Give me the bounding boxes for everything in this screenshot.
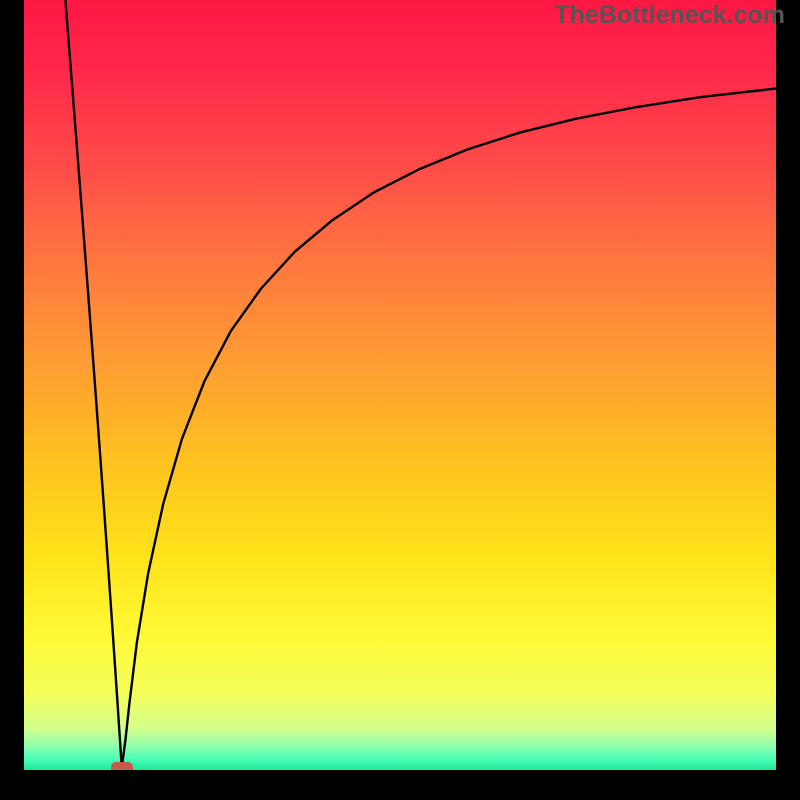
chart-container: TheBottleneck.com <box>0 0 800 800</box>
curves-layer <box>24 0 776 770</box>
watermark-text: TheBottleneck.com <box>554 1 785 30</box>
minimum-marker <box>111 762 133 770</box>
watermark-label: TheBottleneck.com <box>554 1 785 29</box>
left-curve <box>65 0 121 768</box>
right-curve <box>122 89 776 768</box>
plot-area <box>24 0 776 770</box>
